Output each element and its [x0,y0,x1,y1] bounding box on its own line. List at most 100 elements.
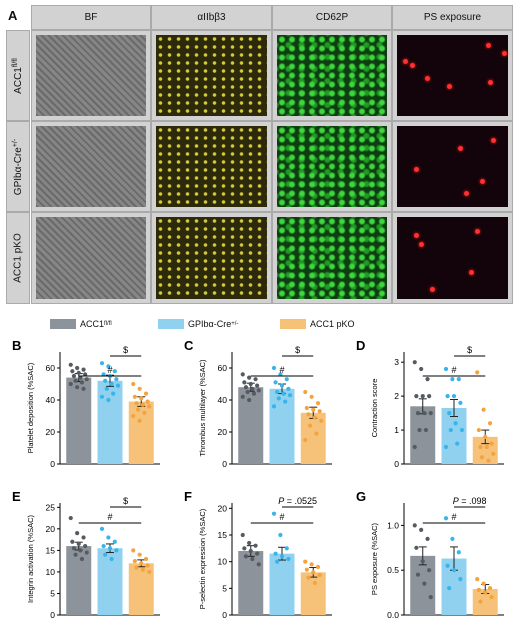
micrograph-cell-gpiba-cre-integrin [151,121,272,212]
data-point [111,391,116,396]
data-point [242,380,247,385]
data-point [425,536,430,541]
data-point [458,400,463,406]
y-tick-label: 0 [50,459,55,469]
data-point [304,567,309,572]
data-point [455,441,460,446]
data-point [137,418,142,423]
data-point [459,427,465,433]
data-point [240,532,245,538]
bar [441,408,467,464]
data-point [279,383,285,388]
data-point [140,402,145,407]
micrograph-ps-exposure [397,126,508,207]
data-point [83,543,88,549]
data-point [451,394,457,399]
data-point [245,389,250,395]
micrograph-cell-gpiba-cre-brightfield [31,121,151,212]
data-point [445,394,450,399]
ps-spot [469,270,475,276]
significance-label: $ [467,345,472,355]
y-tick-label: 1.0 [387,520,399,530]
data-point [106,364,111,369]
data-point [79,556,85,562]
ps-spot [480,178,486,184]
data-point [106,535,111,540]
ps-spot [413,233,419,239]
y-tick-label: 1 [394,425,399,435]
data-point [287,393,293,398]
significance-label: P = .098 [453,496,487,506]
data-point [142,410,147,415]
data-point [271,511,277,516]
chart-g: G 0.0 0.5 1.0 PS exposure (%SAC) # P = .098 [356,489,504,620]
y-axis-label: Contraction score [370,379,379,438]
data-point [243,385,249,390]
data-point [248,381,253,387]
data-point [137,386,142,391]
y-tick-label: 10 [46,567,56,577]
y-tick-label: 0.0 [387,610,399,620]
ps-spot [474,229,480,235]
y-tick-label: 0 [394,459,399,469]
data-point [71,546,77,551]
data-point [445,563,450,568]
legend-item-acc1-flfl: ACC1 fl/fl [50,319,112,329]
data-point [143,391,149,396]
significance-label: # [451,365,456,375]
data-point [415,410,421,416]
data-point [271,404,277,409]
data-point [256,388,261,393]
column-header-ps-exposure: PS exposure [392,5,513,30]
data-point [104,386,109,391]
data-point [414,545,419,550]
data-point [450,536,455,541]
ps-spot [491,138,497,144]
panel-label: E [12,489,21,504]
data-point [131,413,136,419]
panel-label: D [356,338,365,353]
column-header-cd62p: CD62P [272,5,392,30]
micrograph-cell-acc1-flfl-ps-exposure [392,30,513,121]
bar [410,555,436,615]
data-point [131,381,136,387]
legend-swatch-blue [158,319,184,329]
legend-item-acc1-pko: ACC1 pKO [280,319,355,329]
ps-spot [463,190,469,196]
data-point [483,590,488,595]
data-point [271,365,277,371]
legend-item-gpiba-cre: GPIbα-Cre +/- [158,319,238,329]
data-point [456,550,461,555]
data-point [484,444,489,450]
data-point [304,405,309,411]
data-point [489,594,494,600]
data-point [143,556,149,562]
significance-label: # [107,365,112,375]
data-point [131,548,136,553]
data-point [75,385,80,390]
data-point [481,407,486,412]
data-point [255,551,260,556]
data-point [68,362,73,367]
significance-label: $ [123,496,128,506]
bar [66,377,92,464]
data-point [140,567,145,572]
micrograph-cell-acc1-flfl-cd62p [272,30,392,121]
data-point [428,410,433,416]
data-point [101,372,106,377]
bar [269,388,295,464]
significance-label: P = .0525 [278,496,317,506]
data-point [481,581,486,586]
ps-spot [446,83,452,89]
data-point [415,572,421,577]
chart-b: B 0 20 40 60 Platelet deposition (%SAC) # $ [12,338,160,469]
data-point [134,401,139,406]
data-point [78,548,83,553]
y-axis-label: P-selectin expression (%SAC) [198,508,207,609]
data-point [307,423,313,428]
data-point [147,569,152,575]
micrograph-cell-acc1-pko-integrin [151,212,272,304]
data-point [278,532,283,538]
bar [128,401,154,464]
y-tick-label: 25 [46,502,56,512]
